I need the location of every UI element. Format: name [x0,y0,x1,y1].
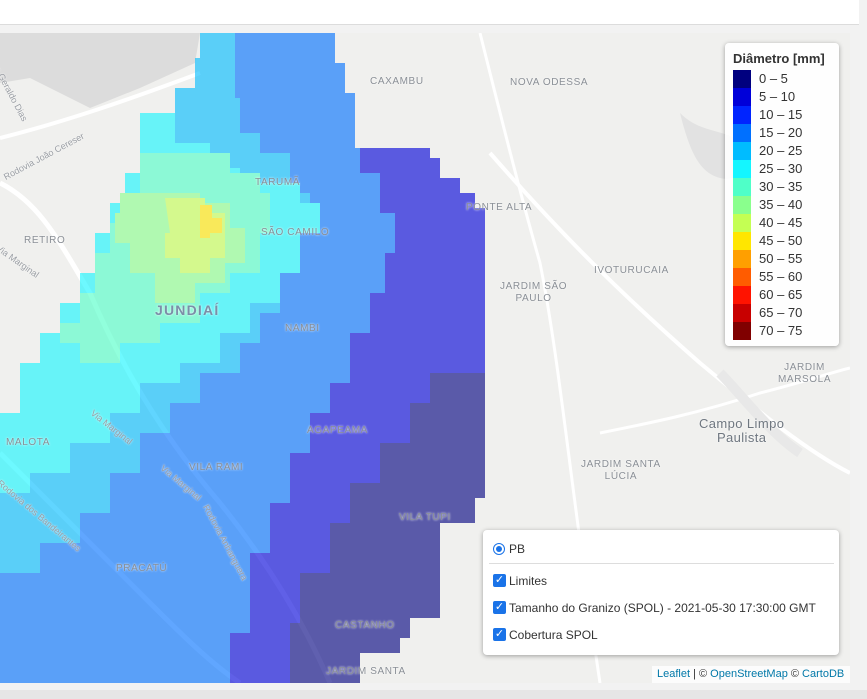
legend-label: 60 – 65 [759,287,803,302]
legend: Diâmetro [mm] 0 – 5 5 – 10 10 – 15 15 – 20 2… [725,43,839,346]
map-attribution: Leaflet | © OpenStreetMap © CartoDB [652,666,850,683]
place-label-campo-limpo: Campo Limpo Paulista [699,416,785,445]
place-label-jardim-sao-paulo: JARDIM SÃO PAULO [500,281,568,304]
legend-swatch [733,304,751,322]
checkbox-checked-icon[interactable]: ✓ [493,601,506,614]
layers-separator [489,563,834,564]
legend-label: 45 – 50 [759,233,803,248]
legend-label: 40 – 45 [759,215,803,230]
openstreetmap-link[interactable]: OpenStreetMap [710,668,788,680]
road [599,366,850,435]
place-label-vila-rami: VILA RAMI [189,462,244,473]
place-label-agapeama: AGAPEAMA [307,425,368,436]
place-label-sao-camilo: SÃO CAMILO [261,227,330,238]
legend-title: Diâmetro [mm] [733,51,825,66]
legend-label: 70 – 75 [759,323,803,338]
place-label-nova-odessa: NOVA ODESSA [510,77,589,88]
legend-label: 65 – 70 [759,305,803,320]
legend-label: 30 – 35 [759,179,803,194]
place-label-castanho: CASTANHO [335,620,395,631]
legend-swatch [733,250,751,268]
layers-control[interactable]: PB ✓ Limites ✓ Tamanho do Granizo (SPOL)… [483,530,839,655]
checkbox-checked-icon[interactable]: ✓ [493,628,506,641]
legend-swatch [733,178,751,196]
legend-label: 20 – 25 [759,143,803,158]
legend-label: 15 – 20 [759,125,803,140]
legend-label: 10 – 15 [759,107,803,122]
legend-swatch [733,160,751,178]
place-label-nambi: NAMBI [285,323,320,334]
overlay-label: Cobertura SPOL [509,628,598,642]
place-label-jundiai: JUNDIAÍ [155,302,220,318]
bottom-bar [0,690,867,699]
place-label-retiro: RETIRO [24,235,66,246]
legend-label: 50 – 55 [759,251,803,266]
place-label-jardim-santa: JARDIM SANTA [326,666,406,677]
place-label-jardim-marsola: JARDIM MARSOLA [778,362,832,385]
legend-swatch [733,232,751,250]
overlay-label: Tamanho do Granizo (SPOL) - 2021-05-30 1… [509,601,816,615]
place-label-taruma: TARUMÃ [255,177,301,188]
radio-selected-icon[interactable] [493,543,505,555]
place-label-pracatu: PRACATÚ [116,563,168,574]
legend-swatch [733,88,751,106]
road [0,71,201,140]
place-label-malota: MALOTA [6,437,50,448]
legend-swatch [733,70,751,88]
legend-swatch [733,286,751,304]
road [488,151,850,475]
checkbox-checked-icon[interactable]: ✓ [493,574,506,587]
place-label-jardim-santa-lucia: JARDIM SANTA LÚCIA [581,459,661,482]
legend-swatch [733,268,751,286]
hail-cell [200,205,222,238]
place-label-caxambu: CAXAMBU [370,76,424,87]
hail-cell [290,373,485,683]
attribution-separator: | © [690,668,711,680]
legend-swatch [733,322,751,340]
legend-label: 35 – 40 [759,197,803,212]
legend-label: 5 – 10 [759,89,796,104]
top-bar [0,0,859,25]
legend-label: 0 – 5 [759,71,788,86]
attribution-separator: © [787,668,803,680]
map-container[interactable]: CAXAMBU NOVA ODESSA TARUMÃ PONTE ALTA RE… [0,33,850,683]
place-label-vila-tupi: VILA TUPI [399,512,451,523]
legend-swatch [733,196,751,214]
legend-swatch [733,124,751,142]
legend-swatch [733,106,751,124]
base-layer-label: PB [509,542,526,556]
legend-swatch [733,214,751,232]
leaflet-link[interactable]: Leaflet [657,668,691,680]
overlay-label: Limites [509,574,548,588]
legend-label: 25 – 30 [759,161,803,176]
legend-label: 55 – 60 [759,269,803,284]
map-canvas[interactable] [0,33,850,683]
urban-area [0,33,200,108]
hail-size-layer[interactable] [0,33,485,683]
cartodb-link[interactable]: CartoDB [802,668,845,680]
place-label-ivoturucaia: IVOTURUCAIA [594,265,669,276]
legend-swatch [733,142,751,160]
place-label-ponte-alta: PONTE ALTA [466,202,533,213]
urban-area [716,369,803,458]
